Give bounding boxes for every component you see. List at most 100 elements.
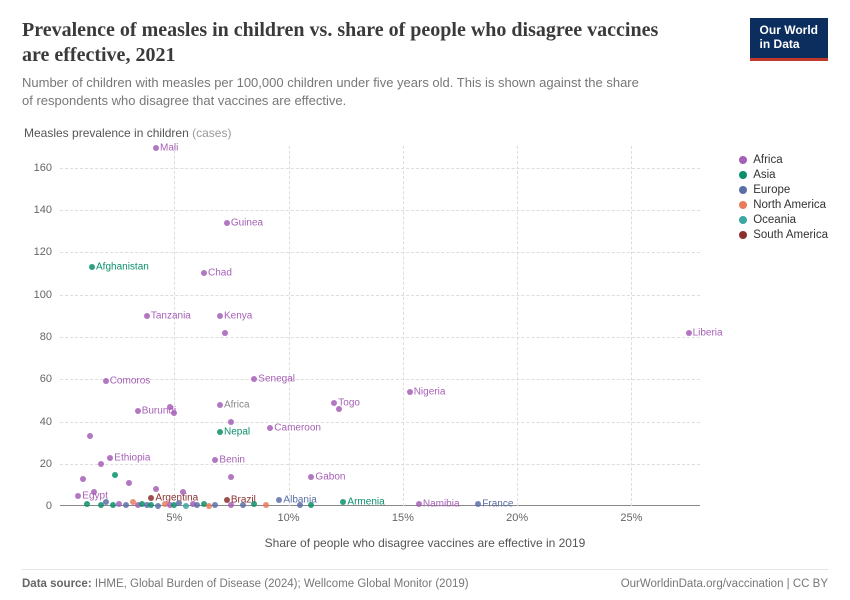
point-label: Senegal [258, 374, 295, 385]
data-point[interactable] [206, 503, 212, 509]
legend-swatch [739, 216, 747, 224]
y-axis-title-text: Measles prevalence in children [24, 126, 189, 140]
data-point[interactable] [194, 502, 200, 508]
legend-swatch [739, 231, 747, 239]
data-point[interactable] [340, 499, 346, 505]
data-point[interactable] [217, 402, 223, 408]
legend-label: Oceania [753, 214, 796, 226]
legend-item[interactable]: Asia [739, 169, 828, 181]
data-point[interactable] [112, 472, 118, 478]
point-label: Nigeria [414, 387, 446, 398]
chart-subtitle: Number of children with measles per 100,… [22, 74, 642, 110]
data-point[interactable] [155, 503, 161, 509]
data-point[interactable] [267, 425, 273, 431]
data-point[interactable] [103, 378, 109, 384]
data-point[interactable] [308, 474, 314, 480]
y-axis-title: Measles prevalence in children (cases) [24, 126, 231, 140]
data-point[interactable] [148, 495, 154, 501]
owid-logo: Our World in Data [750, 18, 828, 61]
footer-attribution: OurWorldinData.org/vaccination | CC BY [621, 578, 828, 590]
data-point[interactable] [251, 376, 257, 382]
gridline-v [517, 146, 518, 506]
data-point[interactable] [180, 489, 186, 495]
data-point[interactable] [251, 501, 257, 507]
data-point[interactable] [416, 501, 422, 507]
point-label: Togo [338, 397, 360, 408]
data-point[interactable] [84, 501, 90, 507]
data-point[interactable] [148, 502, 154, 508]
x-tick-label: 25% [620, 512, 642, 524]
data-point[interactable] [308, 502, 314, 508]
data-point[interactable] [89, 264, 95, 270]
source-text: IHME, Global Burden of Disease (2024); W… [95, 578, 469, 590]
data-point[interactable] [91, 489, 97, 495]
y-tick-label: 140 [34, 204, 52, 216]
data-point[interactable] [176, 500, 182, 506]
data-point[interactable] [98, 461, 104, 467]
legend-swatch [739, 186, 747, 194]
gridline-h [60, 252, 700, 253]
data-point[interactable] [87, 433, 93, 439]
title-block: Prevalence of measles in children vs. sh… [22, 18, 662, 110]
legend-item[interactable]: Oceania [739, 214, 828, 226]
data-point[interactable] [153, 145, 159, 151]
data-point[interactable] [212, 457, 218, 463]
data-point[interactable] [126, 480, 132, 486]
point-label: Namibia [423, 499, 460, 510]
point-label: Tanzania [151, 310, 191, 321]
point-label: Benin [219, 454, 245, 465]
x-tick-label: 10% [278, 512, 300, 524]
y-tick-label: 80 [40, 331, 52, 343]
legend-label: North America [753, 199, 826, 211]
legend-item[interactable]: Africa [739, 154, 828, 166]
gridline-h [60, 379, 700, 380]
data-point[interactable] [171, 410, 177, 416]
data-point[interactable] [110, 502, 116, 508]
data-point[interactable] [167, 404, 173, 410]
x-tick-label: 5% [166, 512, 182, 524]
data-point[interactable] [153, 486, 159, 492]
data-point[interactable] [135, 408, 141, 414]
data-point[interactable] [407, 389, 413, 395]
data-point[interactable] [228, 419, 234, 425]
data-point[interactable] [80, 476, 86, 482]
data-point[interactable] [222, 330, 228, 336]
point-label: Mali [160, 143, 178, 154]
data-point[interactable] [336, 406, 342, 412]
legend-item[interactable]: North America [739, 199, 828, 211]
data-point[interactable] [144, 313, 150, 319]
data-point[interactable] [228, 502, 234, 508]
data-point[interactable] [297, 502, 303, 508]
data-point[interactable] [276, 497, 282, 503]
data-point[interactable] [212, 502, 218, 508]
footer: Data source: IHME, Global Burden of Dise… [22, 569, 828, 590]
data-point[interactable] [686, 330, 692, 336]
legend: Africa Asia Europe North America Oceania Sout… [739, 154, 828, 244]
chart-area: Measles prevalence in children (cases) 0… [22, 124, 828, 554]
data-point[interactable] [240, 502, 246, 508]
data-point[interactable] [201, 270, 207, 276]
legend-item[interactable]: Europe [739, 184, 828, 196]
point-label: Liberia [693, 327, 723, 338]
data-point[interactable] [263, 502, 269, 508]
legend-label: Africa [753, 154, 782, 166]
data-point[interactable] [217, 313, 223, 319]
data-point[interactable] [228, 474, 234, 480]
data-point[interactable] [103, 499, 109, 505]
data-point[interactable] [217, 429, 223, 435]
data-point[interactable] [116, 501, 122, 507]
point-label: Chad [208, 268, 232, 279]
data-point[interactable] [123, 502, 129, 508]
gridline-v [174, 146, 175, 506]
legend-swatch [739, 171, 747, 179]
data-point[interactable] [331, 400, 337, 406]
point-label: Kenya [224, 310, 252, 321]
point-label: Ethiopia [114, 452, 150, 463]
legend-item[interactable]: South America [739, 229, 828, 241]
data-point[interactable] [107, 455, 113, 461]
data-point[interactable] [75, 493, 81, 499]
data-point[interactable] [475, 501, 481, 507]
gridline-h [60, 295, 700, 296]
data-point[interactable] [183, 503, 189, 509]
data-point[interactable] [224, 220, 230, 226]
